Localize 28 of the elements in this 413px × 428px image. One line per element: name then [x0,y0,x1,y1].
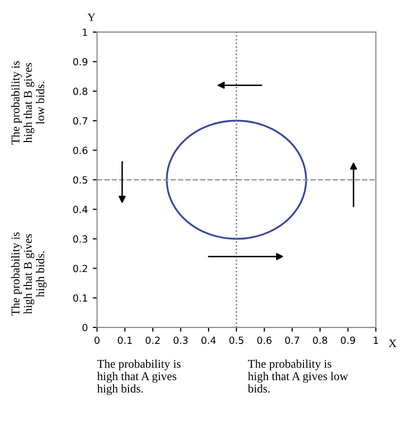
text: The probability is high that A gives high bids. [97,360,181,396]
y-tick-label: 0.8 [73,88,88,95]
x-tick-label: 0.9 [340,336,355,344]
y-tick-label: 0.3 [73,235,88,243]
y-tick-label: 0.1 [73,294,88,302]
y-tick-label: 0.6 [73,146,88,154]
x-tick-label: 0.7 [285,336,300,344]
y-tick-label: 0.7 [73,117,88,125]
x-axis-title: X [388,340,396,347]
x-tick-label: 1 [374,336,378,344]
text: The probability is high that A gives low bids. [248,360,348,393]
y-tick-label: 0.5 [73,176,88,184]
x-tick-label: 0.5 [229,336,244,344]
x-tick-label: 0.2 [146,336,160,344]
y-tick-label: 0 [82,324,88,332]
x-tick-label: 0.1 [118,336,132,344]
x-tick-label: 0.8 [312,336,328,344]
text: The probability is high that B gives low bids. [11,61,44,144]
x-tick-label: 0.6 [257,336,272,344]
y-tick-label: 0.4 [73,206,88,214]
x-tick-label: 0.3 [174,336,188,344]
x-tick-label: 0.4 [201,336,216,344]
y-axis-title: Y [88,14,96,21]
x-tick-label: 0 [94,336,100,344]
y-tick-label: 0.9 [73,58,88,66]
y-tick-label: 1 [82,28,88,36]
y-tick-label: 0.2 [73,264,88,272]
text: The probability is high that B gives high bids. [11,232,47,316]
